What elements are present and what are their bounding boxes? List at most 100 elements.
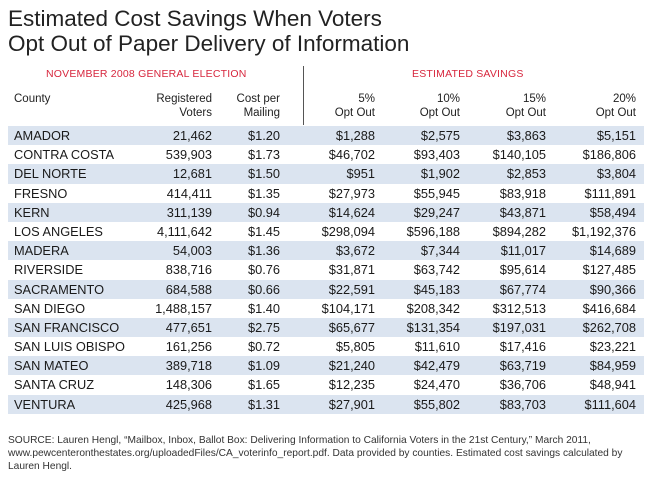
- cell-county: SAN MATEO: [14, 358, 89, 374]
- table-row: KERN 311,139 $0.94 $14,624 $29,247 $43,871 $58…: [8, 202, 644, 222]
- header-voters-line-2: Voters: [179, 107, 212, 119]
- cell-p20: $416,684: [582, 300, 636, 316]
- cell-p5: $951: [346, 166, 375, 182]
- cell-p5: $21,240: [328, 358, 375, 374]
- table-row: SAN FRANCISCO 477,651 $2.75 $65,677 $131,354…: [8, 317, 644, 338]
- cell-cost: $1.50: [247, 166, 280, 182]
- header-cost-per-mailing: Cost per Mailing: [218, 92, 280, 120]
- cell-p15: $3,863: [506, 128, 546, 143]
- cell-p5: $14,624: [328, 204, 375, 220]
- header-20-line-1: 20%: [612, 93, 636, 105]
- cell-voters: 838,716: [165, 262, 212, 278]
- cell-p5: $1,288: [335, 128, 375, 143]
- cell-p5: $3,672: [335, 243, 375, 259]
- cell-p5: $104,171: [321, 300, 375, 316]
- cell-p5: $298,094: [321, 223, 375, 239]
- cell-p10: $24,470: [413, 377, 460, 393]
- cell-voters: 21,462: [172, 128, 212, 143]
- cell-p10: $63,742: [413, 262, 460, 278]
- cell-cost: $1.20: [247, 128, 280, 143]
- header-cost-line-1: Cost per: [236, 93, 280, 105]
- cell-p20: $58,494: [589, 204, 636, 220]
- cell-p20: $111,891: [584, 185, 636, 201]
- cell-voters: 684,588: [165, 281, 212, 297]
- table-row: CONTRA COSTA 539,903 $1.73 $46,702 $93,403 $1…: [8, 145, 644, 164]
- cell-county: SACRAMENTO: [14, 281, 105, 297]
- cell-p10: $29,247: [413, 204, 460, 220]
- cell-p5: $27,901: [328, 396, 375, 412]
- header-10-line-2: Opt Out: [419, 107, 460, 119]
- cell-cost: $1.73: [247, 147, 280, 163]
- chart-title: Estimated Cost Savings When Voters Opt O…: [8, 6, 644, 56]
- table-row: SAN LUIS OBISPO 161,256 $0.72 $5,805 $11,610…: [8, 337, 644, 356]
- cell-cost: $0.72: [247, 339, 280, 355]
- cell-p15: $95,614: [499, 262, 546, 278]
- cell-p10: $45,183: [413, 281, 460, 297]
- header-5-opt-out: 5% Opt Out: [310, 92, 375, 120]
- table-row: RIVERSIDE 838,716 $0.76 $31,871 $63,742 $95,6…: [8, 260, 644, 279]
- cell-p10: $596,188: [406, 223, 460, 239]
- cell-p15: $67,774: [499, 281, 546, 297]
- cell-county: AMADOR: [14, 128, 71, 143]
- cell-cost: $1.31: [247, 396, 280, 412]
- cell-p10: $42,479: [413, 358, 460, 374]
- header-20-line-2: Opt Out: [595, 107, 636, 119]
- cell-p15: $83,703: [499, 396, 546, 412]
- cell-p5: $27,973: [328, 185, 375, 201]
- column-group-divider: [303, 66, 304, 125]
- header-5-line-2: Opt Out: [334, 107, 375, 119]
- table-row: SAN DIEGO 1,488,157 $1.40 $104,171 $208,342 $…: [8, 299, 644, 318]
- cell-cost: $1.36: [247, 243, 280, 259]
- cell-voters: 389,718: [165, 358, 212, 374]
- cell-voters: 414,411: [166, 185, 212, 201]
- cell-voters: 311,139: [166, 204, 212, 220]
- cell-cost: $2.75: [247, 319, 280, 335]
- cell-p10: $55,945: [413, 185, 460, 201]
- cell-cost: $0.76: [247, 262, 280, 278]
- source-note: SOURCE: Lauren Hengl, “Mailbox, Inbox, B…: [8, 435, 623, 473]
- table-row: SACRAMENTO 684,588 $0.66 $22,591 $45,183 $67,…: [8, 279, 644, 299]
- cell-p20: $186,806: [582, 147, 636, 163]
- cell-county: CONTRA COSTA: [14, 147, 115, 163]
- cell-county: SANTA CRUZ: [14, 377, 95, 393]
- header-20-opt-out: 20% Opt Out: [560, 92, 636, 120]
- cell-p10: $131,354: [406, 319, 460, 335]
- cell-county: SAN FRANCISCO: [14, 319, 120, 335]
- group-label-savings: ESTIMATED SAVINGS: [412, 68, 524, 80]
- cell-p15: $83,918: [499, 185, 546, 201]
- cell-county: SAN LUIS OBISPO: [14, 339, 125, 355]
- cell-p10: $1,902: [420, 166, 460, 182]
- cell-p15: $11,017: [500, 243, 546, 259]
- header-voters-line-1: Registered: [156, 93, 212, 105]
- header-5-line-1: 5%: [358, 93, 375, 105]
- cell-p10: $7,344: [420, 243, 460, 259]
- cell-p20: $262,708: [582, 319, 636, 335]
- table-body: AMADOR 21,462 $1.20 $1,288 $2,575 $3,863 $5,15…: [8, 126, 644, 414]
- cell-p20: $90,366: [589, 281, 636, 297]
- table-row: AMADOR 21,462 $1.20 $1,288 $2,575 $3,863 $5,15…: [8, 126, 644, 146]
- cell-p15: $43,871: [499, 204, 546, 220]
- cell-p15: $312,513: [492, 300, 546, 316]
- cell-p10: $11,610: [414, 339, 460, 355]
- header-county-line-2: County: [14, 93, 51, 105]
- cell-p20: $48,941: [589, 377, 636, 393]
- cell-voters: 539,903: [165, 147, 212, 163]
- cell-county: SAN DIEGO: [14, 300, 86, 316]
- cell-p20: $3,804: [596, 166, 636, 182]
- table-row: SAN MATEO 389,718 $1.09 $21,240 $42,479 $63,7…: [8, 356, 644, 376]
- cell-p15: $36,706: [499, 377, 546, 393]
- cell-p10: $208,342: [406, 300, 460, 316]
- cell-voters: 161,256: [165, 339, 212, 355]
- cell-p10: $93,403: [413, 147, 460, 163]
- cell-cost: $0.94: [247, 204, 280, 220]
- cell-p10: $2,575: [420, 128, 460, 143]
- cell-p10: $55,802: [413, 396, 460, 412]
- cell-county: DEL NORTE: [14, 166, 87, 182]
- table-row: MADERA 54,003 $1.36 $3,672 $7,344 $11,017 $14,…: [8, 241, 644, 261]
- cell-county: MADERA: [14, 243, 69, 259]
- cell-county: FRESNO: [14, 185, 68, 201]
- cell-p5: $22,591: [328, 281, 375, 297]
- table-row: SANTA CRUZ 148,306 $1.65 $12,235 $24,470 $36,…: [8, 375, 644, 394]
- cell-p20: $14,689: [589, 243, 636, 259]
- cell-cost: $1.45: [247, 223, 280, 239]
